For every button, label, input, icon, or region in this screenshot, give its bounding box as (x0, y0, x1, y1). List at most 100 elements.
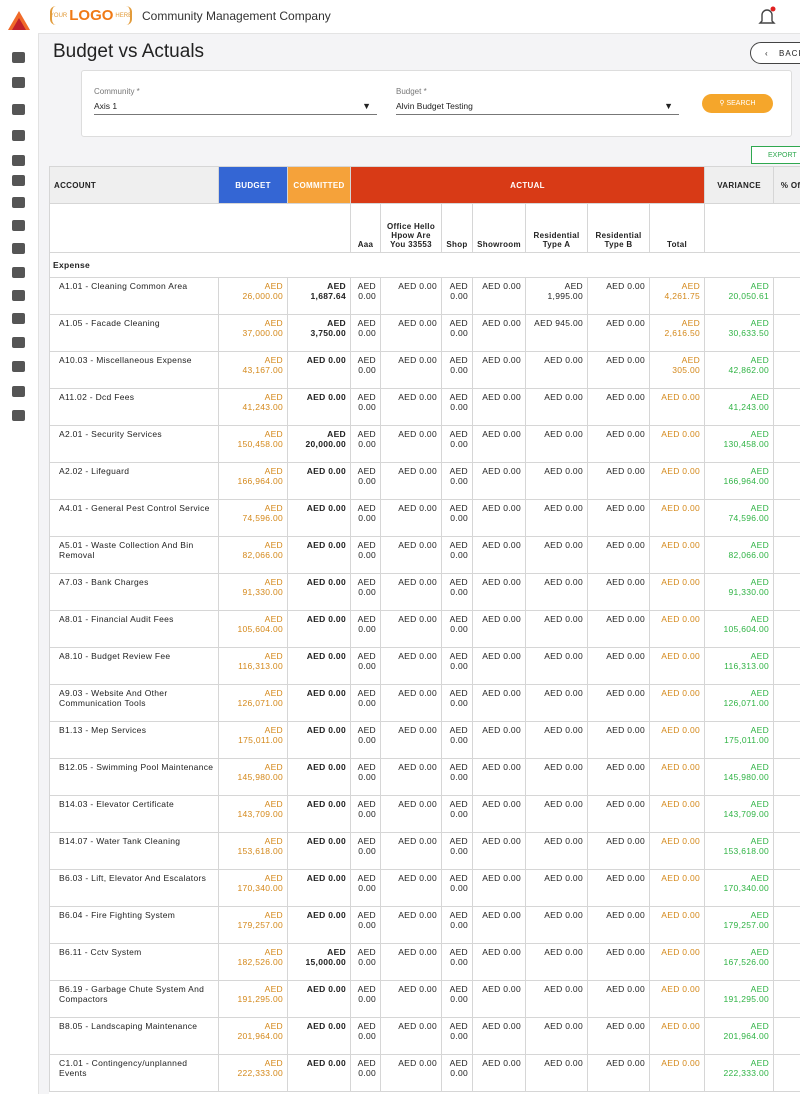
amount-cell: AED 0.00 (350, 647, 381, 685)
nav-icon[interactable] (12, 243, 25, 254)
amount-cell: 0.00 (773, 499, 800, 537)
budget-select[interactable]: Alvin Budget Testing ▼ (396, 101, 679, 115)
amount-cell: AED 0.00 (472, 684, 526, 722)
amount-cell: AED 2,616.50 (648, 314, 706, 352)
amount-cell: AED 15,000.00 (287, 943, 351, 981)
nav-icon[interactable] (12, 313, 25, 324)
search-button[interactable]: ⚲ SEARCH (702, 94, 773, 113)
sidebar (0, 0, 39, 1094)
amount-cell: AED 0.00 (350, 277, 381, 315)
nav-icon[interactable] (12, 155, 25, 166)
nav-icon[interactable] (12, 386, 25, 397)
top-bar: YOUR LOGO HERE Community Management Compan… (38, 0, 800, 34)
export-button[interactable]: EXPORT (751, 146, 800, 164)
amount-cell: AED 0.00 (525, 573, 588, 611)
app-icon[interactable] (0, 8, 38, 38)
field-value: Alvin Budget Testing (396, 101, 473, 111)
amount-cell: AED 0.00 (587, 573, 650, 611)
amount-cell: AED 0.00 (287, 795, 351, 833)
amount-cell: AED 0.00 (441, 425, 473, 463)
notification-bell[interactable] (757, 6, 777, 28)
nav-icon[interactable] (12, 197, 25, 208)
logo[interactable]: YOUR LOGO HERE (50, 6, 132, 25)
account-cell: A5.01 - Waste Collection And Bin Removal (49, 536, 219, 574)
nav-icon[interactable] (12, 361, 25, 372)
data-row: B6.11 - Cctv System AED 182,526.00 AED 15,… (49, 943, 800, 981)
nav-icon[interactable] (12, 337, 25, 348)
nav-icon[interactable] (12, 52, 25, 63)
amount-cell: AED 0.00 (350, 610, 381, 648)
amount-cell: AED 0.00 (441, 980, 473, 1018)
amount-cell: 17.21 (773, 314, 800, 352)
account-cell: A11.02 - Dcd Fees (49, 388, 219, 426)
amount-cell: AED 0.00 (472, 277, 526, 315)
amount-cell: AED 179,257.00 (704, 906, 775, 944)
amount-cell: AED 0.00 (380, 351, 442, 389)
amount-cell: 0.00 (773, 573, 800, 611)
amount-cell: AED 179,257.00 (218, 906, 288, 944)
amount-cell: AED 167,526.00 (704, 943, 775, 981)
column-header: ACTUAL (349, 166, 706, 204)
account-cell: C1.01 - Contingency/unplanned Events (49, 1054, 219, 1092)
amount-cell: 13.29 (773, 425, 800, 463)
nav-icon[interactable] (12, 410, 25, 421)
data-row: B14.03 - Elevator Certificate AED 143,709… (49, 795, 800, 833)
community-select[interactable]: Axis 1 ▼ (94, 101, 377, 115)
amount-cell: AED 0.00 (587, 388, 650, 426)
amount-cell: AED 0.00 (525, 721, 588, 759)
amount-cell: 0.00 (773, 906, 800, 944)
amount-cell: AED 175,011.00 (218, 721, 288, 759)
nav-icon[interactable] (12, 77, 25, 88)
amount-cell: AED 0.00 (350, 943, 381, 981)
amount-cell: AED 0.00 (587, 758, 650, 796)
nav-icon[interactable] (12, 290, 25, 301)
amount-cell: AED 0.00 (350, 499, 381, 537)
amount-cell: AED 0.00 (441, 832, 473, 870)
amount-cell: AED 0.00 (287, 832, 351, 870)
nav-icon[interactable] (12, 104, 25, 115)
data-row: B14.07 - Water Tank Cleaning AED 153,618.… (49, 832, 800, 870)
amount-cell: AED 82,066.00 (704, 536, 775, 574)
amount-cell: AED 191,295.00 (704, 980, 775, 1018)
amount-cell: AED 0.00 (648, 499, 706, 537)
amount-cell: AED 201,964.00 (704, 1017, 775, 1055)
account-cell: B6.04 - Fire Fighting System (49, 906, 219, 944)
amount-cell: AED 0.00 (287, 351, 351, 389)
account-cell: A9.03 - Website And Other Communication … (49, 684, 219, 722)
column-header: VARIANCE (704, 166, 775, 204)
amount-cell: AED 0.00 (648, 388, 706, 426)
amount-cell: AED 0.00 (350, 684, 381, 722)
actual-column-header: Residential Type B (587, 203, 650, 253)
amount-cell: AED 0.00 (287, 647, 351, 685)
amount-cell: AED 0.00 (287, 980, 351, 1018)
amount-cell: AED 0.00 (472, 314, 526, 352)
amount-cell: AED 0.00 (648, 869, 706, 907)
back-button[interactable]: ‹BACK (750, 42, 800, 64)
amount-cell: AED 82,066.00 (218, 536, 288, 574)
amount-cell: AED 0.00 (472, 943, 526, 981)
amount-cell: AED 182,526.00 (218, 943, 288, 981)
account-cell: B6.03 - Lift, Elevator And Escalators (49, 869, 219, 907)
amount-cell: AED 0.00 (587, 647, 650, 685)
amount-cell: AED 0.00 (587, 721, 650, 759)
nav-icon[interactable] (12, 130, 25, 141)
amount-cell: AED 0.00 (525, 943, 588, 981)
amount-cell: AED 0.00 (587, 610, 650, 648)
amount-cell: AED 0.00 (472, 1017, 526, 1055)
amount-cell: AED 0.00 (587, 1054, 650, 1092)
amount-cell: AED 0.00 (350, 573, 381, 611)
amount-cell: AED 153,618.00 (704, 832, 775, 870)
amount-cell: AED 145,980.00 (218, 758, 288, 796)
nav-icon[interactable] (12, 267, 25, 278)
nav-icon[interactable] (12, 220, 25, 231)
data-row: B6.04 - Fire Fighting System AED 179,257.… (49, 906, 800, 944)
export-label: EXPORT (768, 152, 797, 159)
amount-cell: AED 37,000.00 (218, 314, 288, 352)
amount-cell: AED 0.00 (648, 425, 706, 463)
amount-cell: AED 0.00 (587, 425, 650, 463)
amount-cell: AED 0.00 (648, 795, 706, 833)
field-label: Community * (94, 87, 140, 96)
nav-icon[interactable] (12, 175, 25, 186)
account-cell: A4.01 - General Pest Control Service (49, 499, 219, 537)
amount-cell: 0.00 (773, 610, 800, 648)
